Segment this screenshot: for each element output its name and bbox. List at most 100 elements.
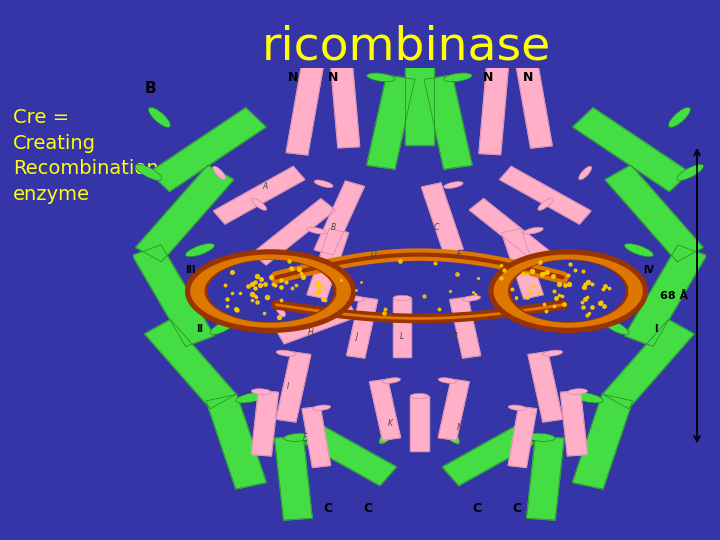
Polygon shape xyxy=(573,108,690,192)
Polygon shape xyxy=(346,297,378,358)
Ellipse shape xyxy=(338,58,359,64)
Text: 68 Å: 68 Å xyxy=(660,291,688,301)
Polygon shape xyxy=(214,166,305,224)
Polygon shape xyxy=(438,379,469,440)
Text: E: E xyxy=(457,250,462,259)
Polygon shape xyxy=(206,394,266,489)
Polygon shape xyxy=(508,407,536,468)
Text: N: N xyxy=(328,71,338,84)
Text: M: M xyxy=(451,332,457,341)
Ellipse shape xyxy=(235,392,266,403)
Ellipse shape xyxy=(668,107,690,127)
Ellipse shape xyxy=(444,181,463,188)
Polygon shape xyxy=(314,181,364,255)
Text: Cre = 
Creating
Recombination
enzyme: Cre = Creating Recombination enzyme xyxy=(13,108,158,204)
Polygon shape xyxy=(469,199,552,265)
Text: B: B xyxy=(145,81,156,96)
Ellipse shape xyxy=(284,433,312,441)
Ellipse shape xyxy=(444,73,472,82)
Text: II: II xyxy=(196,324,203,334)
Ellipse shape xyxy=(210,319,237,335)
Text: IV: IV xyxy=(643,265,654,275)
Polygon shape xyxy=(275,436,312,520)
Polygon shape xyxy=(276,352,311,422)
Polygon shape xyxy=(307,228,348,299)
Text: I: I xyxy=(287,382,289,392)
Polygon shape xyxy=(149,108,266,192)
Text: III: III xyxy=(185,265,195,275)
Ellipse shape xyxy=(543,350,562,356)
Polygon shape xyxy=(369,379,400,440)
Ellipse shape xyxy=(275,302,285,317)
Polygon shape xyxy=(132,245,214,347)
Ellipse shape xyxy=(393,295,411,300)
Ellipse shape xyxy=(346,295,365,301)
Ellipse shape xyxy=(531,58,552,64)
Ellipse shape xyxy=(567,389,588,394)
Polygon shape xyxy=(526,436,564,520)
Polygon shape xyxy=(286,62,324,155)
Ellipse shape xyxy=(251,389,271,394)
Polygon shape xyxy=(625,245,706,347)
Polygon shape xyxy=(405,63,433,145)
Polygon shape xyxy=(305,425,397,485)
Polygon shape xyxy=(516,60,552,148)
Text: H: H xyxy=(307,328,313,336)
Ellipse shape xyxy=(677,164,703,180)
Ellipse shape xyxy=(579,166,592,180)
Text: B: B xyxy=(331,222,336,232)
Ellipse shape xyxy=(624,244,653,257)
Polygon shape xyxy=(251,391,279,456)
Ellipse shape xyxy=(213,166,225,180)
Text: F: F xyxy=(302,433,307,442)
Ellipse shape xyxy=(286,60,307,66)
Polygon shape xyxy=(276,302,357,344)
Ellipse shape xyxy=(438,377,456,383)
Text: C: C xyxy=(434,222,439,232)
Text: ricombinase: ricombinase xyxy=(262,24,552,69)
Polygon shape xyxy=(393,298,411,357)
Polygon shape xyxy=(424,76,472,169)
Ellipse shape xyxy=(314,180,333,187)
Polygon shape xyxy=(366,76,415,169)
Ellipse shape xyxy=(410,394,428,399)
Text: C: C xyxy=(512,502,521,515)
Ellipse shape xyxy=(312,405,330,410)
Polygon shape xyxy=(302,407,330,468)
Ellipse shape xyxy=(148,107,171,127)
Polygon shape xyxy=(528,352,562,422)
Text: J: J xyxy=(355,332,358,341)
Polygon shape xyxy=(135,165,234,262)
Polygon shape xyxy=(330,60,359,148)
Text: L: L xyxy=(400,332,405,341)
Ellipse shape xyxy=(479,60,500,66)
Polygon shape xyxy=(605,165,703,262)
Polygon shape xyxy=(252,199,335,265)
Ellipse shape xyxy=(307,227,326,234)
Ellipse shape xyxy=(405,59,433,67)
Ellipse shape xyxy=(186,244,215,257)
Polygon shape xyxy=(603,320,694,409)
Ellipse shape xyxy=(366,73,395,82)
Polygon shape xyxy=(421,183,463,253)
Ellipse shape xyxy=(463,295,481,301)
Ellipse shape xyxy=(379,425,397,444)
Ellipse shape xyxy=(382,377,400,383)
Ellipse shape xyxy=(508,405,526,410)
Polygon shape xyxy=(500,166,591,224)
Text: N: N xyxy=(288,71,299,84)
Text: C: C xyxy=(323,502,333,515)
Text: C: C xyxy=(472,502,481,515)
Text: A: A xyxy=(262,181,267,191)
Ellipse shape xyxy=(276,350,296,356)
Text: G: G xyxy=(307,396,314,405)
Ellipse shape xyxy=(251,198,266,210)
Polygon shape xyxy=(572,394,633,489)
Text: N: N xyxy=(483,71,493,84)
Text: N: N xyxy=(456,423,462,433)
Polygon shape xyxy=(145,320,236,409)
Ellipse shape xyxy=(524,227,544,234)
Text: D: D xyxy=(371,250,377,259)
Polygon shape xyxy=(450,297,481,358)
Polygon shape xyxy=(410,396,428,451)
